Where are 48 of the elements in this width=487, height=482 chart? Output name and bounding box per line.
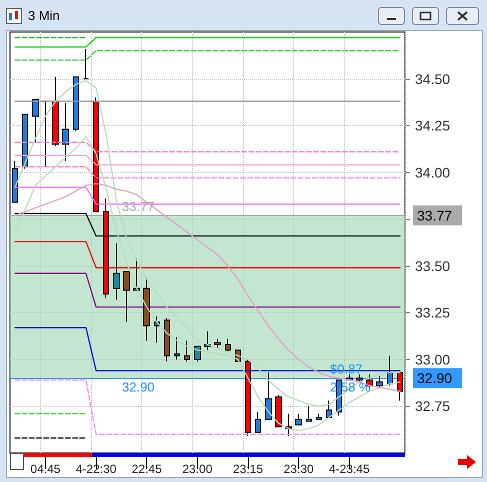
candlestick xyxy=(143,276,150,342)
y-tick-label: 33.00 xyxy=(415,351,450,368)
candlestick xyxy=(174,336,180,360)
candlestick xyxy=(164,318,170,362)
candlestick xyxy=(306,406,312,422)
candlestick xyxy=(123,271,130,323)
candlestick xyxy=(83,48,89,80)
candlestick xyxy=(275,394,282,428)
candlestick xyxy=(225,338,231,352)
candlestick xyxy=(397,372,403,402)
y-tick-label: 34.50 xyxy=(415,70,450,87)
y-tick-label: 33.50 xyxy=(415,258,450,274)
y-tick-label: 34.00 xyxy=(415,164,450,180)
annotation: 32.90 xyxy=(122,380,155,395)
x-tick-label: 22:45 xyxy=(132,462,162,476)
line-series xyxy=(14,136,401,432)
y-tick-label: 32.75 xyxy=(415,398,450,414)
candlestick xyxy=(62,102,69,162)
candlestick xyxy=(184,340,190,362)
x-tick-label: 23:30 xyxy=(284,462,314,476)
ref-line-label: 32.90 xyxy=(417,370,452,386)
x-tick-label: 4-23:45 xyxy=(328,462,370,476)
x-tick-label: 23:15 xyxy=(232,462,264,476)
ref-line-label: 33.77 xyxy=(417,207,452,224)
line-series xyxy=(14,182,401,392)
candlestick xyxy=(265,372,272,420)
y-tick-label: 33.25 xyxy=(415,304,450,321)
candlestick xyxy=(52,76,59,147)
candlestick xyxy=(326,400,332,418)
candlestick xyxy=(295,413,302,426)
x-tick-label: 4-22:30 xyxy=(76,462,117,476)
candlestick xyxy=(214,338,221,349)
candlestick xyxy=(387,355,393,386)
x-tick-label: 04:45 xyxy=(30,462,61,476)
line-series xyxy=(14,80,401,407)
y-tick-label: 34.25 xyxy=(415,118,450,134)
candlestick xyxy=(73,76,79,132)
x-tick-label: 23:00 xyxy=(182,462,213,476)
candlestick xyxy=(113,242,120,300)
chart-title: 3 Min xyxy=(28,8,60,23)
candlestick xyxy=(245,358,251,437)
candlestick xyxy=(376,376,383,388)
candlestick xyxy=(12,160,18,203)
candlestick xyxy=(316,413,322,420)
candlestick xyxy=(133,258,140,291)
candlestick xyxy=(93,96,99,212)
candlestick xyxy=(255,411,261,433)
candlestick xyxy=(32,98,39,143)
